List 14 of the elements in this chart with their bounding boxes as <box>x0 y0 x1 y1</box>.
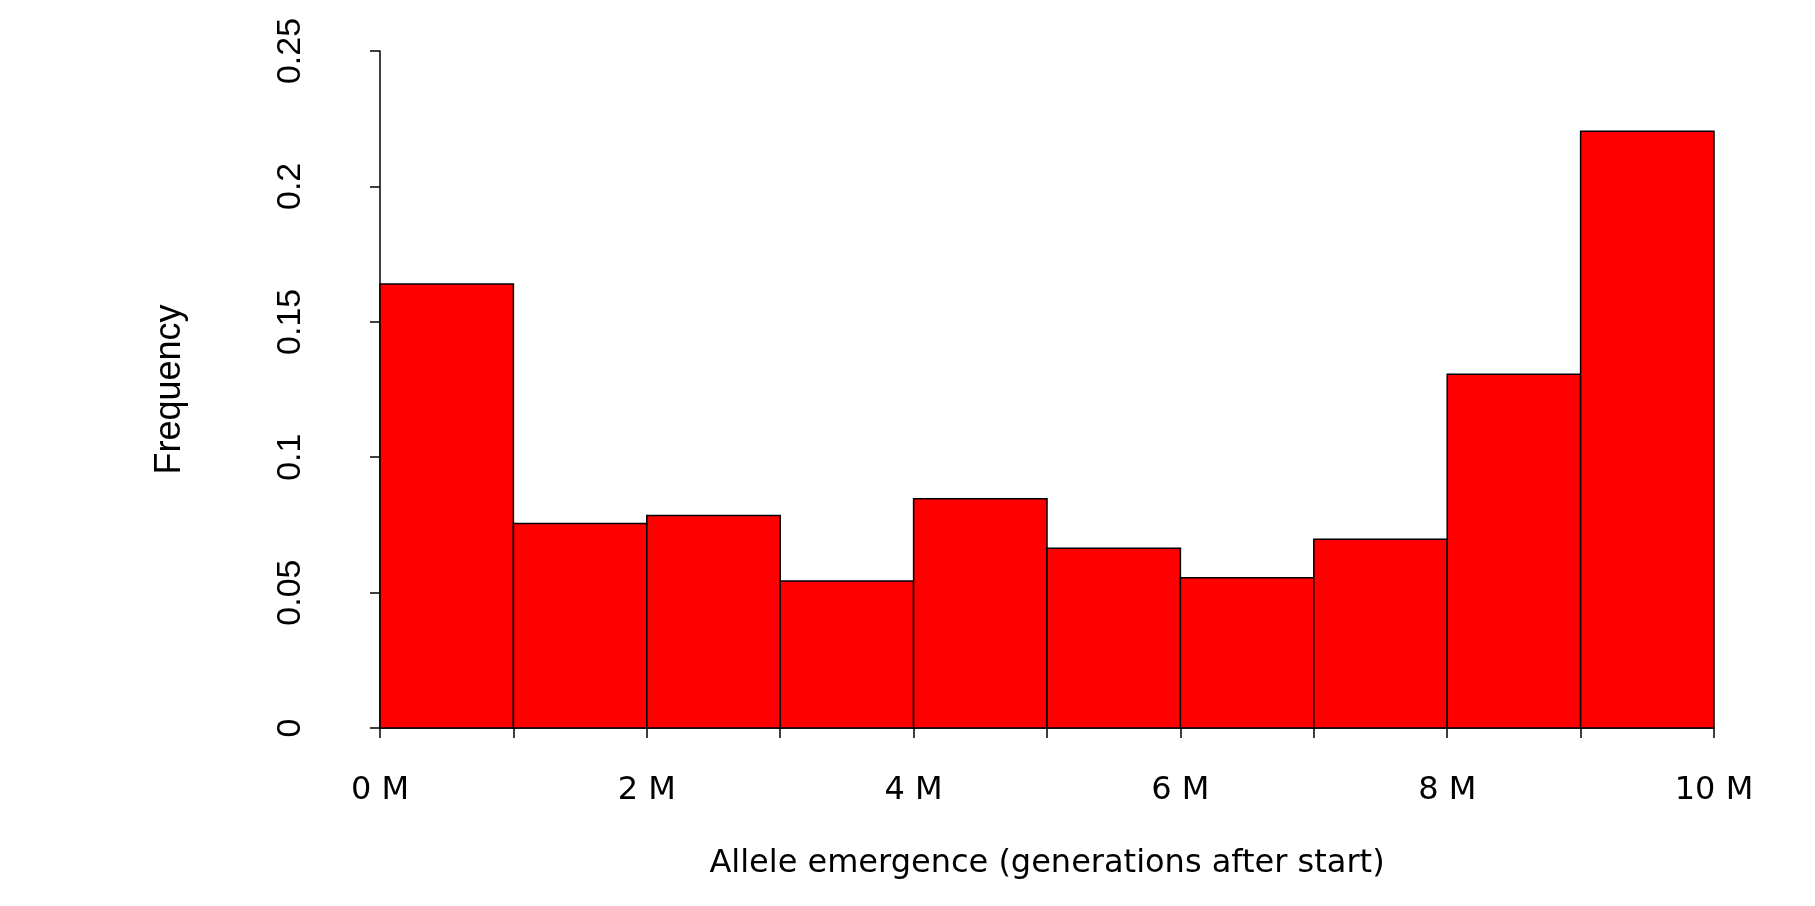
x-tick-label: 8 M <box>1418 769 1477 807</box>
x-tick-label: 2 M <box>617 769 676 807</box>
y-tick-label: 0.05 <box>269 559 307 626</box>
y-tick-label: 0.1 <box>269 433 307 481</box>
x-axis-title: Allele emergence (generations after start) <box>709 842 1385 880</box>
y-tick-label: 0.2 <box>269 162 307 211</box>
y-axis-title: Frequency <box>146 304 188 475</box>
x-tick-label: 10 M <box>1674 769 1754 807</box>
x-tick-label: 6 M <box>1151 769 1210 807</box>
x-tick-label: 4 M <box>884 769 943 807</box>
y-tick-label: 0 <box>269 718 307 738</box>
y-tick-label: 0.25 <box>269 17 307 85</box>
y-tick-label: 0.15 <box>269 288 307 355</box>
x-tick-label: 0 M <box>350 769 410 807</box>
